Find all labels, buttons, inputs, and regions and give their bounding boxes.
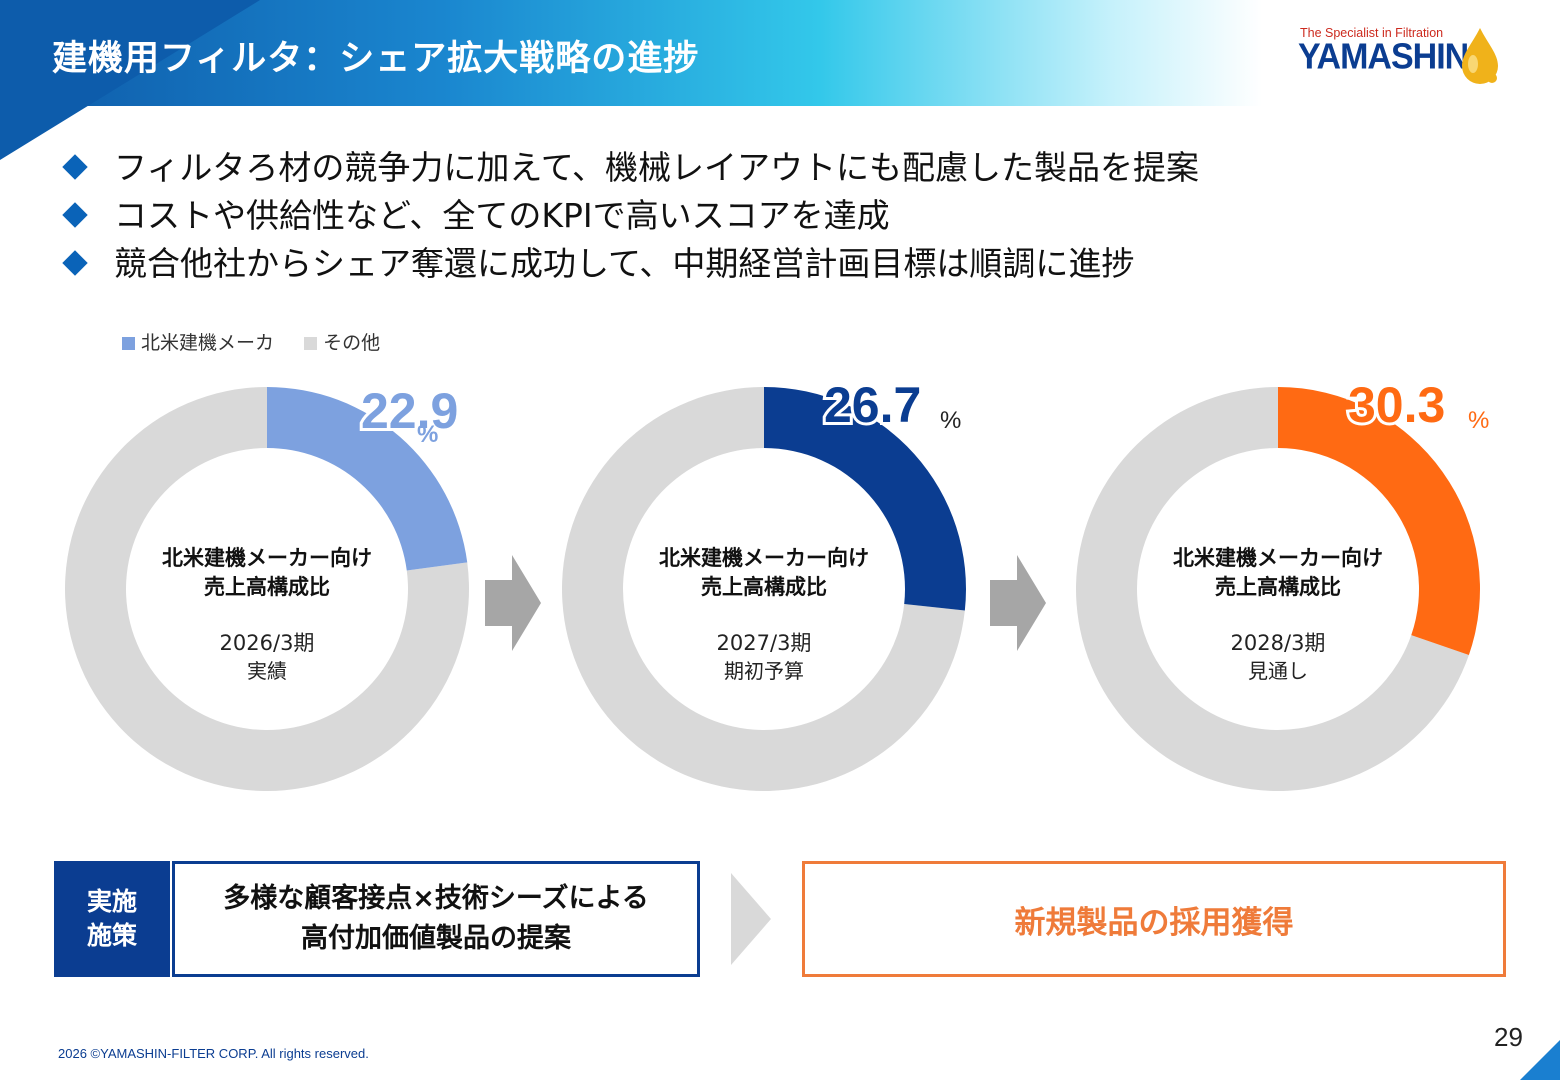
- diamond-bullet-icon: [62, 250, 88, 276]
- donut-center-subtitle: 売上高構成比: [204, 575, 330, 599]
- donut-period: 2028/3期: [1231, 631, 1326, 655]
- measures-label: 実施 施策: [54, 861, 170, 977]
- donut-period: 2027/3期: [717, 631, 812, 655]
- donut-center-title: 北米建機メーカー向け: [659, 546, 869, 570]
- diamond-bullet-icon: [62, 154, 88, 180]
- result-text: 新規製品の採用獲得: [1014, 904, 1294, 941]
- copyright-footer: 2026 ©YAMASHIN-FILTER CORP. All rights r…: [58, 1046, 369, 1061]
- donut-slice-north-america: [764, 387, 966, 611]
- donut-slice-north-america: [1278, 387, 1480, 656]
- donut-center-title: 北米建機メーカー向け: [162, 546, 372, 570]
- corner-decoration: [1520, 1040, 1560, 1080]
- donut-period-status: 期初予算: [724, 659, 804, 683]
- data-label-unit: %: [940, 407, 961, 434]
- donut-slice-other: [1076, 387, 1469, 791]
- donut-period: 2026/3期: [220, 631, 315, 655]
- bullet-text: フィルタろ材の競争力に加えて、機械レイアウトにも配慮した製品を提案: [114, 148, 1200, 187]
- bullet-item: フィルタろ材の競争力に加えて、機械レイアウトにも配慮した製品を提案: [62, 144, 1199, 192]
- page-title: 建機用フィルタ：シェア拡大戦略の進捗: [52, 39, 700, 79]
- data-label-unit: %: [1468, 407, 1489, 434]
- measures-text-line: 多様な顧客接点×技術シーズによる: [223, 883, 649, 914]
- company-logo: The Specialist in Filtration YAMASHIN: [1296, 24, 1506, 86]
- donut-slice-north-america: [267, 387, 468, 571]
- donut-center-subtitle: 売上高構成比: [701, 575, 827, 599]
- donut-slice-other: [64, 387, 469, 791]
- logo-wordmark: YAMASHIN: [1298, 37, 1469, 77]
- data-label-value: 22.9: [361, 383, 458, 439]
- bullet-item: コストや供給性など、全てのKPIで高いスコアを達成: [62, 192, 1199, 240]
- bullet-item: 競合他社からシェア奪還に成功して、中期経営計画目標は順調に進捗: [62, 240, 1199, 288]
- bullet-list: フィルタろ材の競争力に加えて、機械レイアウトにも配慮した製品を提案 コストや供給…: [62, 144, 1199, 288]
- page-number: 29: [1494, 1022, 1523, 1052]
- diamond-bullet-icon: [62, 202, 88, 228]
- measures-box: 多様な顧客接点×技術シーズによる 高付加価値製品の提案: [172, 861, 700, 977]
- bullet-text: コストや供給性など、全てのKPIで高いスコアを達成: [114, 196, 890, 235]
- legend-swatch: [122, 337, 135, 350]
- chevron-right-icon: [731, 873, 771, 965]
- legend-item-other: その他: [304, 328, 380, 355]
- arrow-right-icon: [485, 555, 541, 651]
- legend-item-north-america: 北米建機メーカ: [122, 328, 274, 355]
- donut-slice-other: [561, 387, 965, 791]
- result-box: 新規製品の採用獲得: [802, 861, 1506, 977]
- donut-center-title: 北米建機メーカー向け: [1173, 546, 1383, 570]
- donut-period-status: 実績: [247, 659, 287, 683]
- legend-label: 北米建機メーカ: [141, 332, 275, 354]
- data-label-value: 26.7: [824, 377, 921, 433]
- measures-text-line: 高付加価値製品の提案: [301, 923, 571, 954]
- measures-label-line: 実施: [86, 887, 137, 916]
- donut-center-subtitle: 売上高構成比: [1215, 575, 1341, 599]
- legend-label: その他: [323, 332, 381, 354]
- chart-legend: 北米建機メーカ その他: [122, 328, 404, 355]
- data-label-value: 30.3: [1348, 377, 1445, 433]
- header-corner-graphic: [0, 0, 260, 160]
- arrow-right-icon: [990, 555, 1046, 651]
- logo-tagline: The Specialist in Filtration: [1300, 26, 1444, 40]
- measures-label-line: 施策: [86, 921, 137, 950]
- legend-swatch: [304, 337, 318, 350]
- oil-drop-icon: [1462, 28, 1498, 84]
- donut-period-status: 見通し: [1248, 659, 1308, 683]
- data-label-unit: %: [417, 421, 438, 448]
- bullet-text: 競合他社からシェア奪還に成功して、中期経営計画目標は順調に進捗: [114, 244, 1135, 283]
